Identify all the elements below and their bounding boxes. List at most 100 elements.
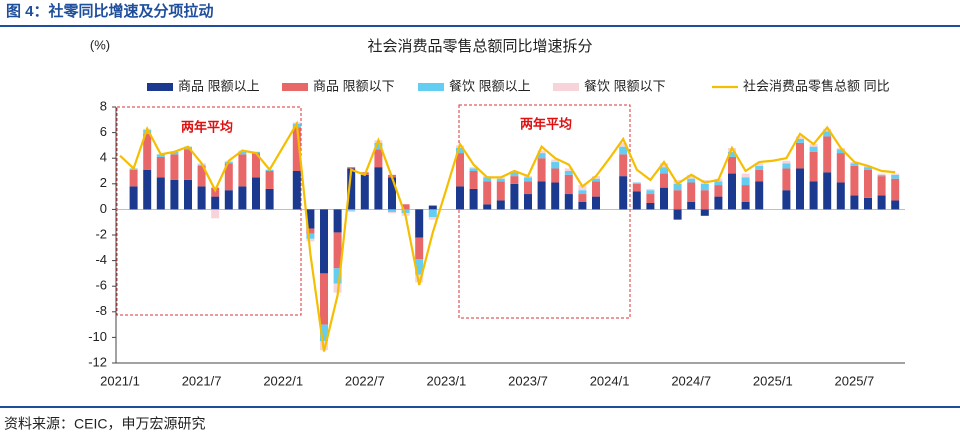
bar-segment (632, 182, 641, 184)
bar-segment (428, 209, 437, 218)
x-tick-label: 2023/1 (427, 373, 467, 388)
bar-segment (197, 165, 206, 187)
bar-segment (483, 177, 492, 182)
legend-swatch (418, 83, 444, 91)
legend-label: 商品 限额以上 (178, 78, 260, 93)
bar-segment (197, 186, 206, 210)
source: 资料来源：CEIC，申万宏源研究 (4, 416, 205, 432)
bar-segment (510, 172, 519, 177)
bar-segment (782, 190, 791, 210)
bar-segment (891, 174, 900, 179)
bar-segment (578, 194, 587, 202)
bar-segment (619, 176, 628, 210)
bar-segment (809, 146, 818, 152)
legend-swatch (282, 83, 308, 91)
legend-swatch (553, 83, 579, 91)
bar-segment (211, 196, 220, 210)
bar-segment (292, 127, 301, 171)
bar-segment (714, 181, 723, 186)
bar-segment (333, 268, 342, 284)
annotation: 两年平均 (520, 116, 572, 131)
x-tick-label: 2022/7 (345, 373, 385, 388)
bar-segment (564, 194, 573, 210)
bar-segment (524, 177, 532, 182)
bar-segment (877, 195, 886, 210)
bar-segment (700, 209, 709, 216)
bar-segment (388, 211, 396, 214)
bar-segment (347, 168, 356, 210)
y-tick-label: 0 (100, 201, 107, 216)
bar-segment (524, 194, 532, 210)
bar-segment (401, 204, 410, 210)
bar-segment (306, 238, 315, 242)
bar-segment (156, 154, 165, 157)
bar-segment (714, 185, 723, 197)
x-tick-label: 2024/7 (671, 373, 711, 388)
bar-segment (700, 190, 709, 210)
line (119, 120, 896, 352)
y-tick-label: 4 (100, 150, 107, 165)
legend-label: 商品 限额以下 (313, 78, 395, 93)
bar-segment (170, 179, 179, 210)
bar-segment (374, 142, 383, 150)
bar-segment (728, 156, 736, 174)
bar-segment (728, 151, 736, 157)
bar-segment (592, 181, 600, 197)
bar-segment (809, 151, 818, 182)
bar-segment (496, 178, 505, 182)
x-tick-label: 2022/1 (263, 373, 303, 388)
bar-segment (891, 173, 900, 175)
bar-segment (306, 233, 315, 239)
bar-segment (292, 171, 301, 210)
bar-segment (796, 136, 804, 139)
bar-segment (143, 133, 152, 170)
bar-segment (646, 190, 655, 195)
bar-segment (469, 168, 478, 171)
bar-segment (836, 149, 845, 154)
y-tick-label: -12 (88, 354, 107, 369)
bar-segment (891, 200, 900, 210)
bar-segment (238, 186, 247, 210)
bar-segment (850, 165, 859, 196)
y-axis-label: (%) (90, 37, 110, 52)
annotation-box (116, 106, 302, 316)
bar-segment (687, 182, 696, 202)
bar-segment (660, 167, 668, 174)
bar-segment (306, 228, 315, 234)
x-tick-label: 2024/1 (590, 373, 630, 388)
bar-segment (687, 201, 696, 210)
legend-label: 餐饮 限额以上 (449, 78, 531, 93)
bar-segment (728, 173, 736, 210)
legend-swatch (147, 83, 173, 91)
x-tick-label: 2021/1 (100, 373, 140, 388)
bar-segment (360, 174, 369, 210)
bar-segment (456, 147, 464, 154)
annotation: 两年平均 (181, 119, 233, 134)
x-tick-label: 2023/7 (508, 373, 548, 388)
bar-segment (347, 167, 356, 169)
bar-segment (673, 209, 682, 220)
bar-segment (184, 179, 192, 210)
bar-segment (469, 188, 478, 210)
bar-segment (619, 146, 628, 155)
bar-segment (687, 178, 696, 183)
bar-segment (170, 151, 179, 155)
bar-segment (877, 174, 886, 177)
bar-segment (755, 163, 764, 166)
bar-segment (551, 159, 560, 163)
bar-segment (646, 194, 655, 203)
bar-segment (510, 176, 519, 184)
bar-segment (401, 209, 410, 214)
y-tick-label: -8 (95, 303, 107, 318)
bar-segment (211, 209, 220, 219)
bar-segment (687, 174, 696, 179)
bar-segment (320, 209, 328, 274)
bar-segment (619, 154, 628, 177)
bar-segment (782, 163, 791, 169)
bar-segment (864, 197, 872, 210)
bar-segment (510, 183, 519, 210)
x-tick-label: 2021/7 (182, 373, 222, 388)
bar-segment (823, 172, 832, 210)
y-tick-label: 8 (100, 98, 107, 113)
